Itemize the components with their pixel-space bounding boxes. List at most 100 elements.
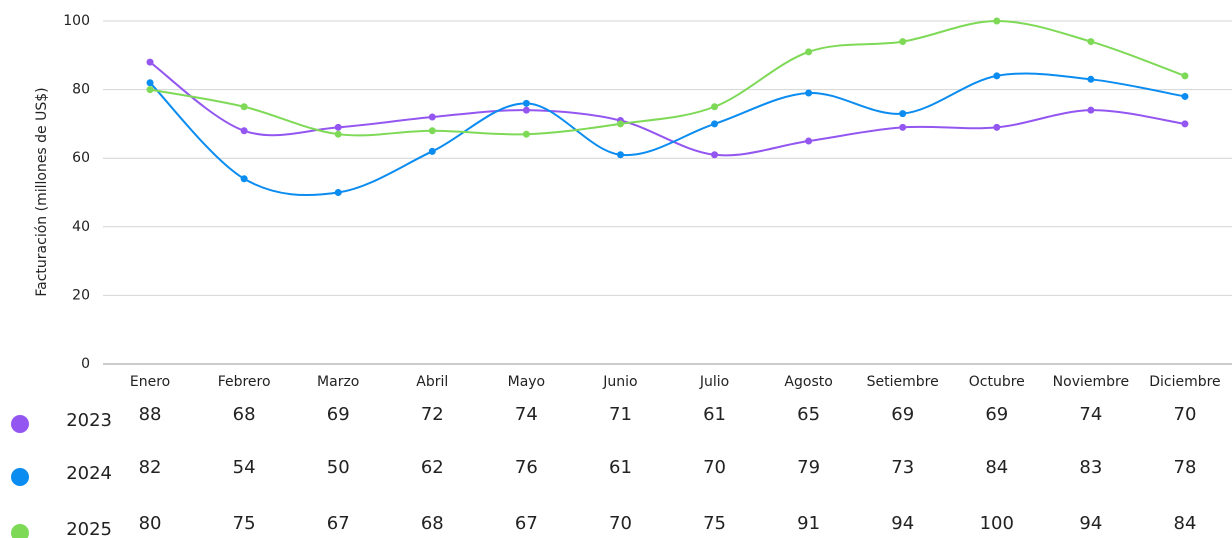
x-tick-label: Enero <box>130 374 170 390</box>
data-point <box>240 127 248 135</box>
table-cell: 67 <box>515 513 538 534</box>
table-cell: 75 <box>703 513 726 534</box>
table-cell: 82 <box>139 457 162 478</box>
data-point <box>428 113 436 121</box>
x-tick-label: Febrero <box>218 374 271 390</box>
legend-label: 2023 <box>66 410 112 431</box>
legend-marker <box>11 524 29 538</box>
table-cell: 84 <box>1174 513 1197 534</box>
data-point <box>428 147 436 155</box>
x-tick-label: Agosto <box>784 374 832 390</box>
series-line <box>149 61 1186 157</box>
y-tick-label: 0 <box>81 356 90 372</box>
table-cell: 83 <box>1079 457 1102 478</box>
table-cell: 69 <box>891 404 914 425</box>
data-point <box>899 110 907 118</box>
table-cell: 88 <box>139 404 162 425</box>
y-tick-label: 80 <box>72 82 90 98</box>
data-point <box>1087 38 1095 46</box>
data-point <box>711 103 719 111</box>
y-tick-label: 20 <box>72 287 90 303</box>
table-cell: 61 <box>609 457 632 478</box>
data-point <box>334 130 342 138</box>
x-tick-label: Noviembre <box>1053 374 1129 390</box>
data-point <box>1087 75 1095 83</box>
data-point <box>711 151 719 159</box>
data-point <box>616 151 624 159</box>
data-point <box>522 106 530 114</box>
data-point <box>146 86 154 94</box>
table-cell: 74 <box>1079 404 1102 425</box>
x-tick-label: Octubre <box>969 374 1025 390</box>
x-tick-label: Junio <box>602 374 637 390</box>
x-tick-label: Marzo <box>317 374 359 390</box>
data-point <box>334 123 342 131</box>
y-axis-label: Facturación (millones de US$) <box>34 87 50 296</box>
data-point <box>805 89 813 97</box>
table-cell: 94 <box>891 513 914 534</box>
table-cell: 70 <box>703 457 726 478</box>
x-tick-label: Julio <box>699 374 729 390</box>
table-cell: 74 <box>515 404 538 425</box>
legend-marker <box>11 415 29 433</box>
data-point <box>711 120 719 128</box>
table-cell: 79 <box>797 457 820 478</box>
x-tick-label: Abril <box>416 374 448 390</box>
table-cell: 69 <box>985 404 1008 425</box>
table-cell: 76 <box>515 457 538 478</box>
data-point <box>334 189 342 196</box>
table-cell: 69 <box>327 404 350 425</box>
data-point <box>993 123 1001 131</box>
y-tick-label: 60 <box>72 150 90 166</box>
data-point <box>240 175 248 183</box>
table-cell: 94 <box>1079 513 1102 534</box>
y-tick-label: 100 <box>63 13 90 29</box>
data-point <box>240 103 248 111</box>
data-point <box>993 72 1001 80</box>
table-cell: 62 <box>421 457 444 478</box>
table-cell: 67 <box>327 513 350 534</box>
table-cell: 71 <box>609 404 632 425</box>
data-point <box>1181 72 1189 80</box>
y-tick-label: 40 <box>72 219 90 235</box>
data-point <box>1181 92 1189 100</box>
series-line <box>149 19 1186 137</box>
table-cell: 75 <box>233 513 256 534</box>
x-tick-label: Setiembre <box>867 374 939 390</box>
data-point <box>616 120 624 128</box>
data-point <box>899 123 907 131</box>
table-cell: 54 <box>233 457 256 478</box>
table-cell: 50 <box>327 457 350 478</box>
table-cell: 91 <box>797 513 820 534</box>
table-cell: 61 <box>703 404 726 425</box>
data-point <box>805 48 813 56</box>
legend-label: 2025 <box>66 519 112 538</box>
table-cell: 84 <box>985 457 1008 478</box>
data-point <box>993 17 1001 25</box>
table-cell: 73 <box>891 457 914 478</box>
data-point <box>522 99 530 107</box>
data-point <box>146 79 154 87</box>
table-cell: 68 <box>421 513 444 534</box>
table-cell: 100 <box>980 513 1014 534</box>
data-point <box>1181 120 1189 128</box>
data-point <box>1087 106 1095 114</box>
data-point <box>522 130 530 138</box>
table-cell: 78 <box>1174 457 1197 478</box>
x-tick-label: Mayo <box>508 374 546 390</box>
data-point <box>146 58 154 66</box>
table-cell: 72 <box>421 404 444 425</box>
legend-label: 2024 <box>66 463 112 484</box>
data-point <box>805 137 813 145</box>
table-cell: 70 <box>609 513 632 534</box>
data-point <box>428 127 436 135</box>
series-line <box>149 72 1186 197</box>
table-cell: 65 <box>797 404 820 425</box>
table-cell: 68 <box>233 404 256 425</box>
table-cell: 80 <box>139 513 162 534</box>
table-cell: 70 <box>1174 404 1197 425</box>
legend-marker <box>11 468 29 486</box>
data-point <box>899 38 907 46</box>
x-tick-label: Diciembre <box>1149 374 1220 390</box>
